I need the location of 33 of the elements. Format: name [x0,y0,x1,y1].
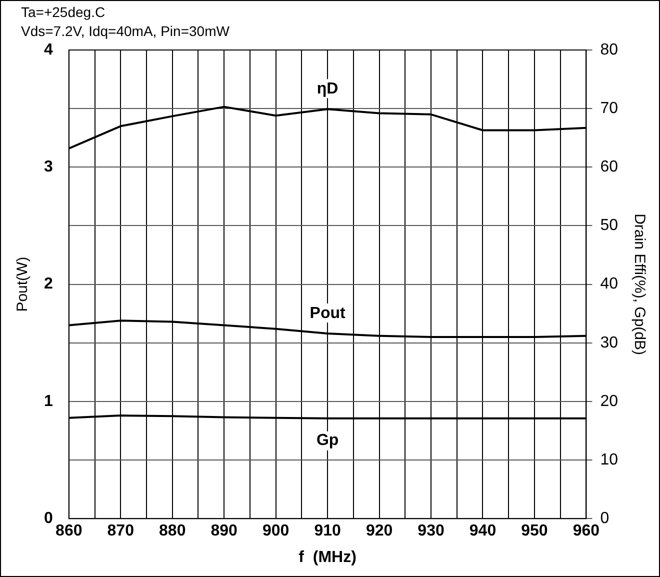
x-tick-label: 930 [418,522,444,540]
chart-subtitle: Vds=7.2V, Idq=40mA, Pin=30mW [21,23,230,39]
y-tick-label: 4 [44,41,53,58]
y-tick-label: 0 [44,510,53,528]
y-axis-title: Pout(W) [14,256,32,312]
y2-tick-label: 40 [600,276,618,293]
chart-title: Ta=+25deg.C [21,4,106,20]
series-label: Gp [316,432,339,449]
x-tick-label: 890 [210,522,238,540]
x-tick-label: 880 [159,522,186,540]
y-tick-label: 1 [44,392,53,410]
x-axis-title: f (MHz) [298,548,356,566]
x-tick-label: 940 [469,522,496,540]
x-tick-label: 950 [521,522,548,540]
y-tick-label: 3 [44,158,53,176]
x-tick-label: 960 [572,522,600,540]
x-tick-label: 910 [314,522,341,540]
y2-tick-label: 70 [600,100,618,117]
y-tick-label: 2 [44,276,53,293]
series-label: Pout [310,304,346,322]
y2-tick-label: 50 [600,217,618,234]
x-tick-label: 860 [56,522,82,540]
x-tick-label: 920 [366,522,393,540]
y2-tick-label: 20 [600,392,618,410]
y2-tick-label: 0 [600,510,610,528]
y2-tick-label: 10 [600,451,618,468]
series-label: ηD [316,80,338,98]
y2-tick-label: 30 [600,334,618,352]
x-tick-label: 900 [262,522,290,540]
y2-tick-label: 80 [600,41,618,58]
y2-axis-title: Drain Effi(%), Gp(dB) [630,214,648,356]
y2-tick-label: 60 [600,158,618,176]
x-tick-label: 870 [107,522,134,540]
